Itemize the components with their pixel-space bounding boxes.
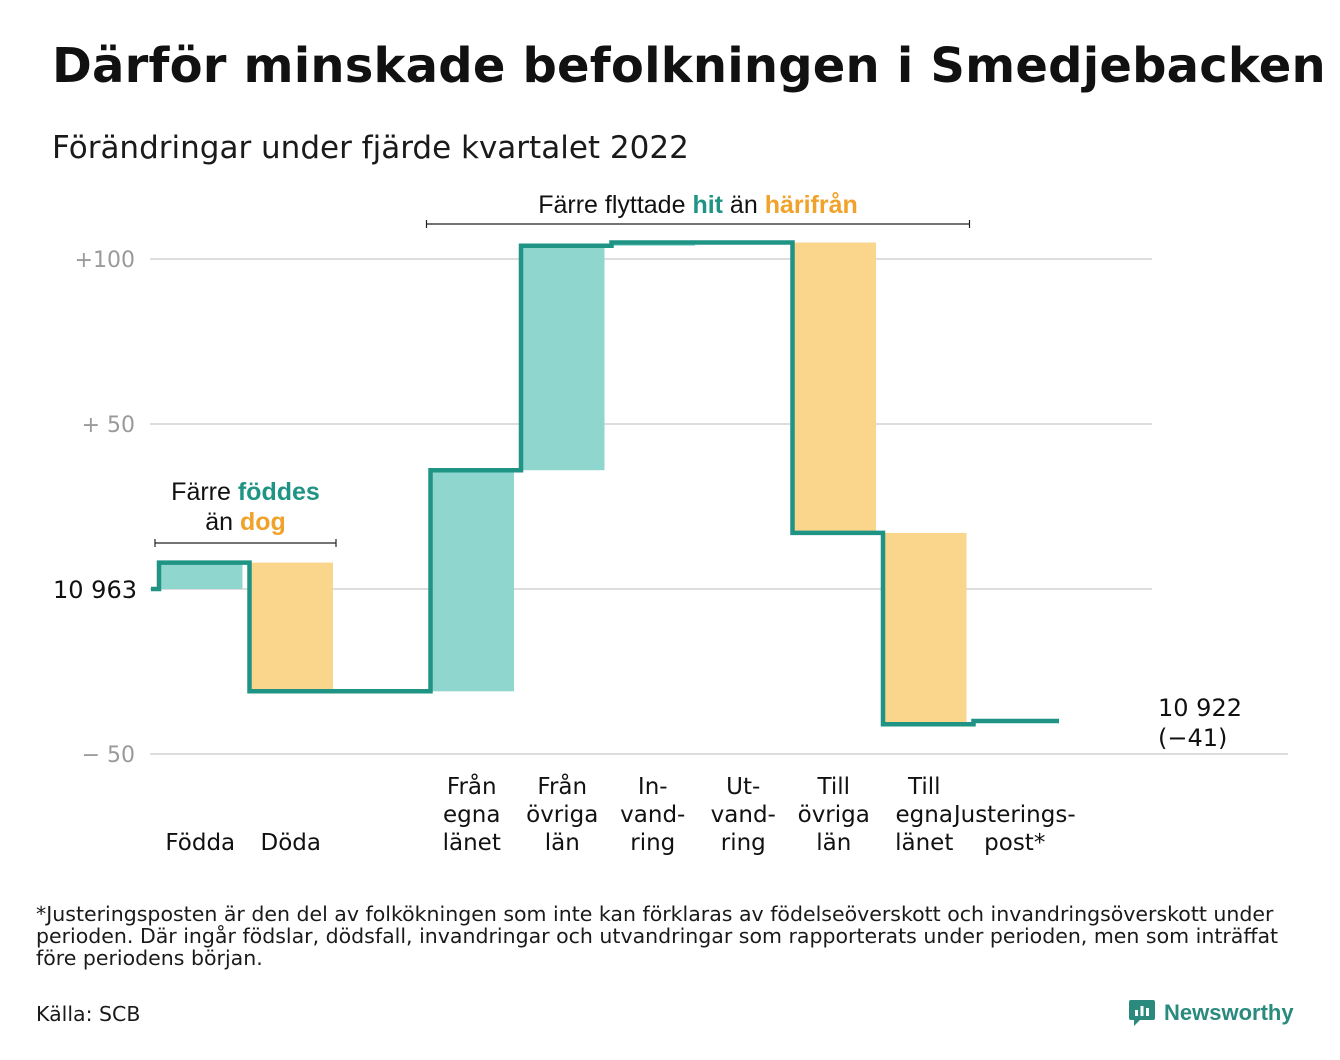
- category-label: övriga: [798, 802, 870, 828]
- category-label: länet: [443, 830, 501, 856]
- category-label: län: [816, 830, 851, 856]
- category-label: län: [545, 830, 580, 856]
- annotation-segment: än: [723, 191, 765, 219]
- annotation-text: Färre föddes: [171, 478, 320, 506]
- category-label: Till: [907, 774, 941, 800]
- annotation-segment: hit: [692, 191, 723, 219]
- bar-decrease: [791, 242, 876, 533]
- category-label: egna: [443, 802, 500, 828]
- newsworthy-logo-icon: [1129, 1000, 1155, 1026]
- category-label: övriga: [526, 802, 598, 828]
- annotation-segment: föddes: [238, 478, 320, 506]
- category-label: Justerings-: [952, 802, 1076, 828]
- category-label: post*: [984, 830, 1045, 856]
- bar-decrease: [882, 532, 967, 725]
- y-tick-label: +100: [75, 248, 135, 273]
- category-label: länet: [895, 830, 953, 856]
- brand-name: Newsworthy: [1164, 1000, 1294, 1025]
- source-note: Källa: SCB: [36, 1002, 141, 1026]
- y-tick-label: + 50: [82, 413, 135, 438]
- category-label: Ut-: [726, 774, 760, 800]
- category-label: egna: [896, 802, 953, 828]
- waterfall-step-line: [151, 240, 1059, 727]
- bar-increase: [429, 470, 514, 692]
- start-value-label: 10 963: [53, 576, 137, 604]
- bar-increase: [158, 562, 243, 589]
- category-label: vand-: [711, 802, 776, 828]
- category-label: Från: [447, 772, 497, 800]
- annotation-segment: härifrån: [765, 191, 858, 219]
- chart-subtitle: Förändringar under fjärde kvartalet 2022: [52, 130, 689, 166]
- end-value-label: (−41): [1158, 724, 1227, 752]
- category-label: vand-: [620, 802, 685, 828]
- brand-logo: Newsworthy: [1128, 998, 1294, 1028]
- chart-title: Därför minskade befolkningen i Smedjebac…: [52, 38, 1326, 94]
- y-tick-label: − 50: [82, 743, 135, 768]
- annotation-text: Färre flyttade hit än härifrån: [538, 191, 858, 219]
- bar-increase: [520, 245, 605, 471]
- category-label: Födda: [165, 830, 235, 856]
- category-label: Döda: [261, 830, 321, 856]
- category-label: In-: [638, 774, 668, 800]
- category-label: ring: [721, 830, 766, 856]
- category-label: Till: [816, 774, 850, 800]
- annotation-segment: dog: [240, 508, 286, 536]
- footnote: *Justeringsposten är den del av folkökni…: [36, 902, 1279, 970]
- bar-decrease: [248, 562, 333, 692]
- annotation-segment: än: [205, 508, 240, 536]
- category-label: ring: [630, 830, 675, 856]
- annotation-segment: Färre flyttade: [538, 191, 692, 219]
- end-value-label: 10 922: [1158, 694, 1242, 722]
- category-label: Från: [537, 772, 587, 800]
- annotation-text: än dog: [205, 508, 286, 536]
- annotation-segment: Färre: [171, 478, 238, 506]
